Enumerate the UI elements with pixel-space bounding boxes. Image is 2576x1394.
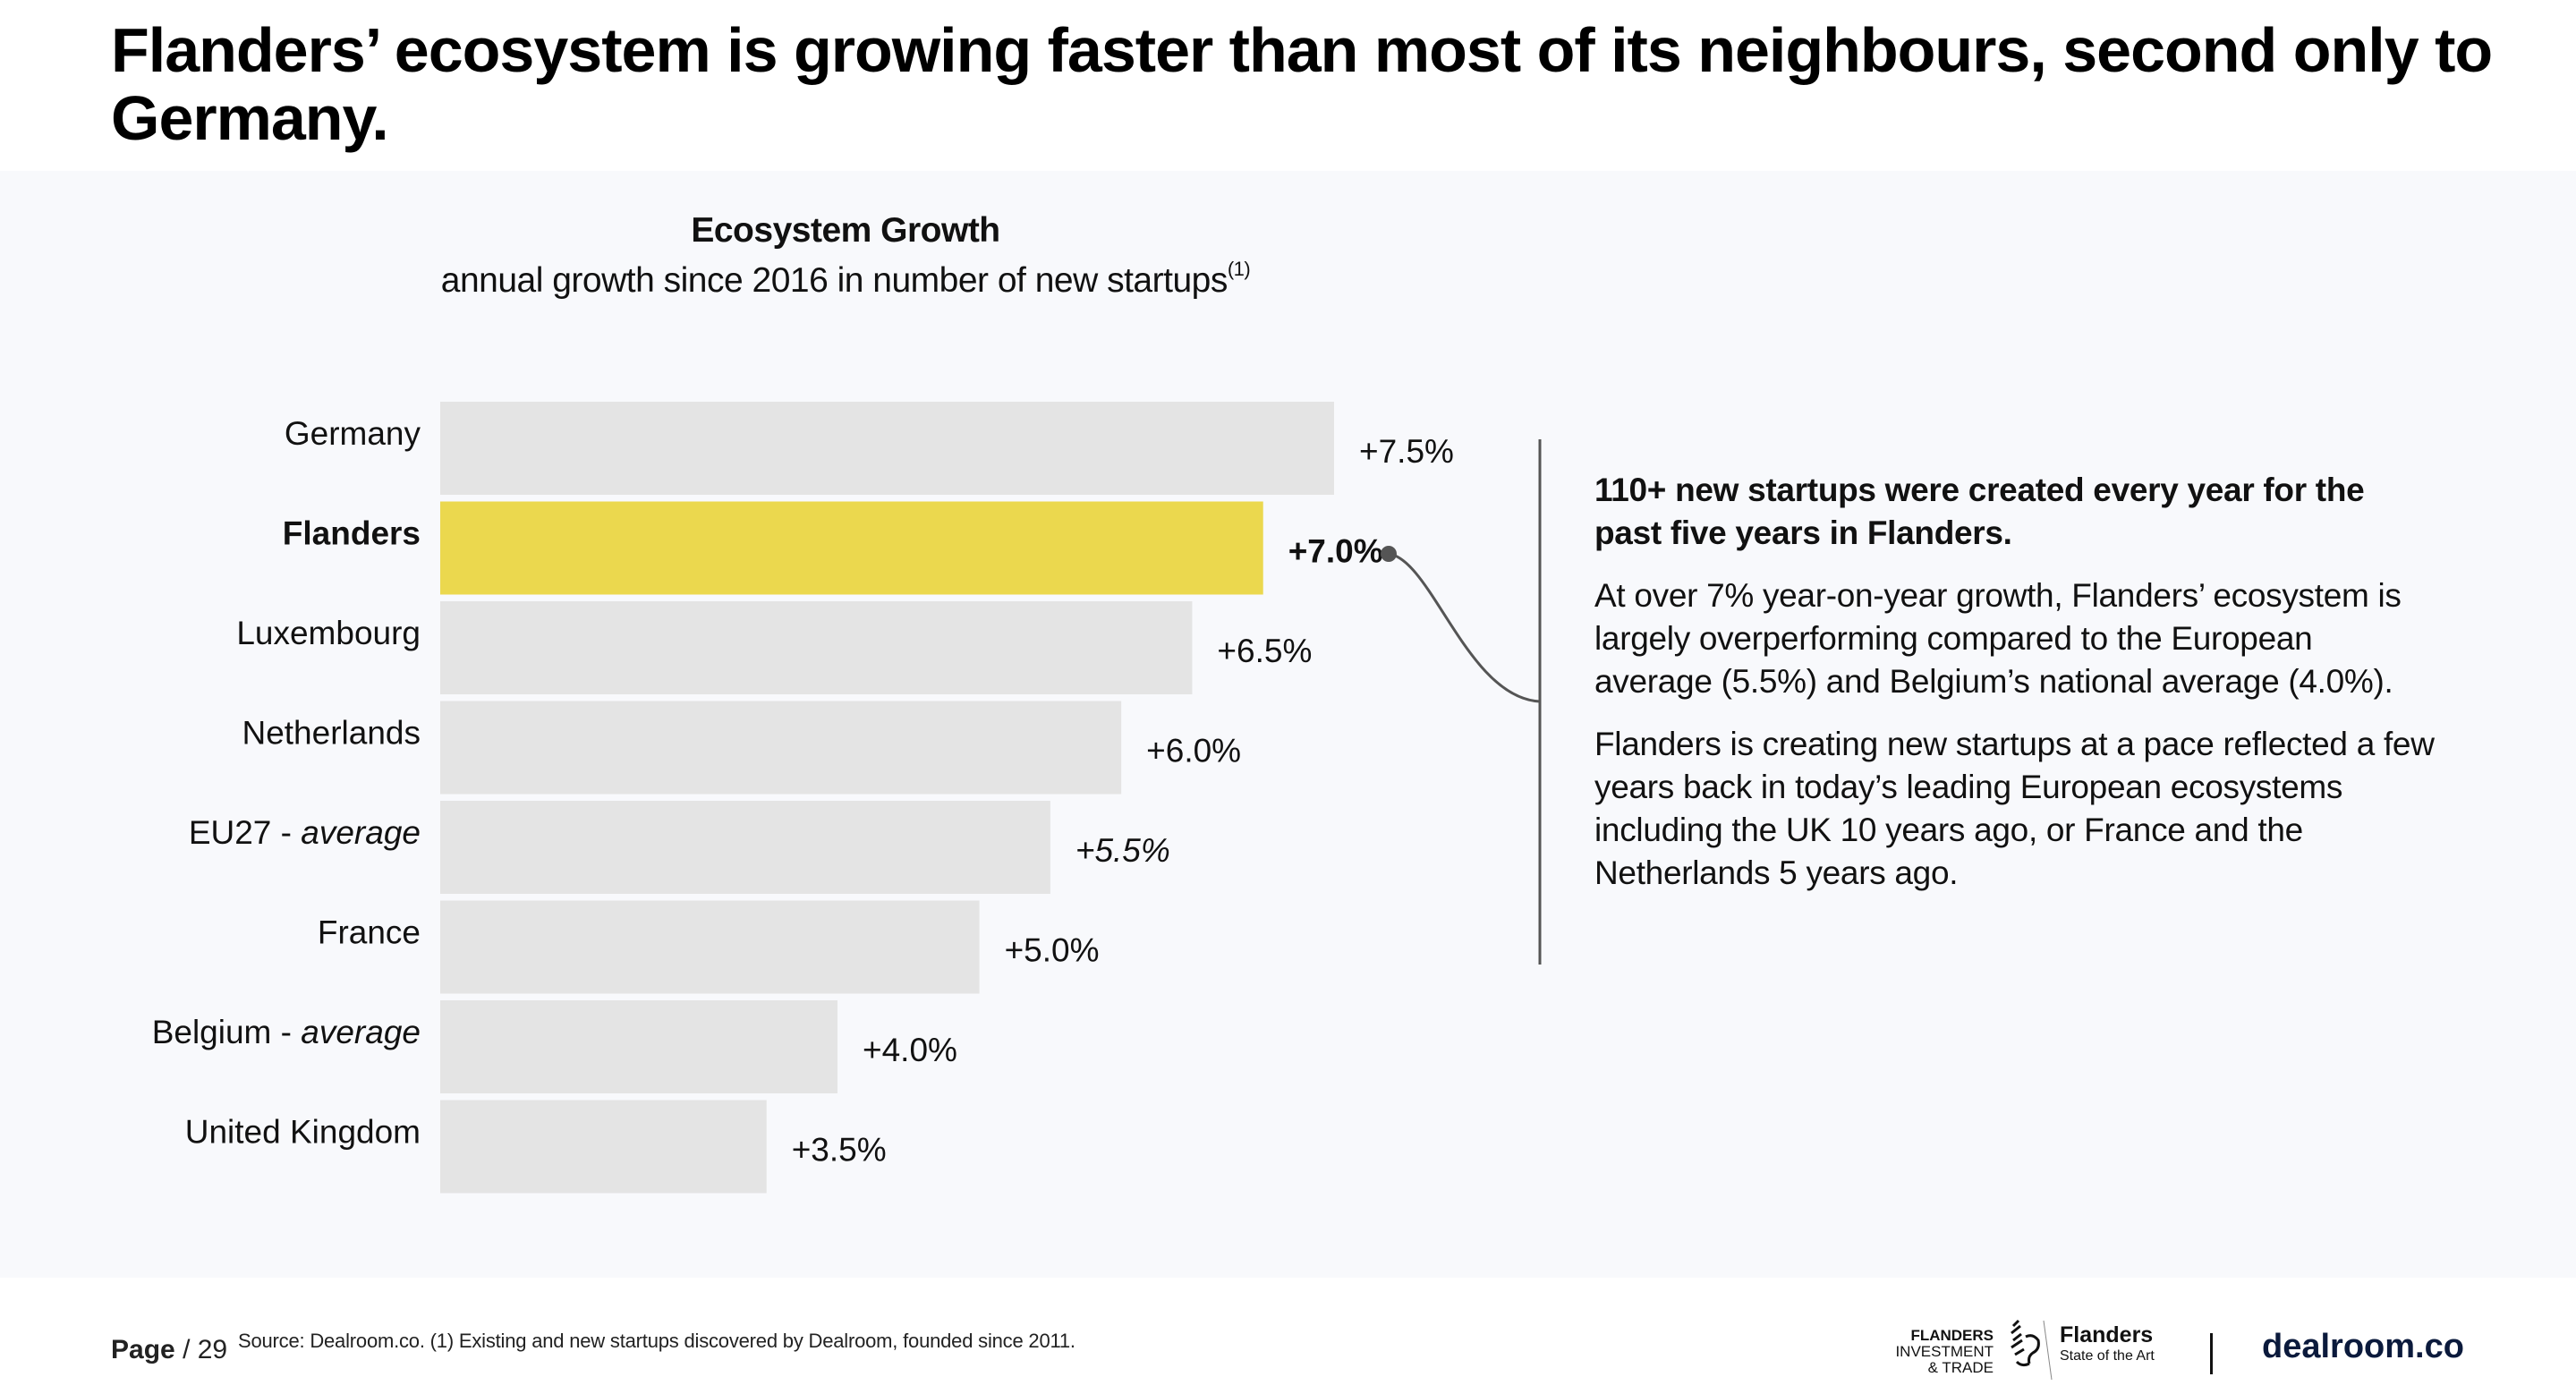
value-label-group: +7.5% +7.0% +6.5% +6.0% +5.5% +5.0% +4.0% +3.5% (792, 433, 1454, 1169)
bar-eu27 (440, 801, 1050, 894)
fit-logo-line1: FLANDERS (1910, 1327, 1994, 1344)
category-label: Belgium - average (152, 1014, 421, 1050)
annotation-paragraph: Flanders is creating new startups at a p… (1594, 726, 2435, 891)
value-label: +7.0% (1288, 533, 1383, 570)
category-label: Luxembourg (236, 615, 421, 651)
bar-flanders (440, 501, 1263, 595)
bar-germany (440, 402, 1334, 495)
fit-logo-line2: INVESTMENT (1895, 1343, 1994, 1360)
chart-title: Ecosystem Growth (691, 211, 1000, 250)
chart-subtitle-text: annual growth since 2016 in number of ne… (440, 261, 1228, 300)
connector-curve (1388, 552, 1541, 703)
source-note: Source: Dealroom.co. (1) Existing and ne… (238, 1330, 1075, 1352)
flanders-lion-icon (2011, 1319, 2053, 1381)
page-number: Page / 29 (111, 1335, 227, 1365)
flanders-investment-trade-logo: FLANDERS INVESTMENT & TRADE (1890, 1328, 1994, 1376)
flanders-state-of-the-art-logo: Flanders State of the Art (2060, 1322, 2155, 1365)
value-label: +7.5% (1359, 433, 1454, 470)
bar-netherlands (440, 701, 1122, 795)
bar-france (440, 900, 980, 994)
value-label: +5.0% (1005, 932, 1100, 969)
category-label: Germany (285, 415, 421, 452)
bar-belgium (440, 1000, 837, 1093)
chart-subtitle-footnote: (1) (1227, 258, 1251, 280)
value-label: +5.5% (1075, 832, 1170, 869)
page-headline: Flanders’ ecosystem is growing faster th… (111, 15, 2493, 153)
bar-group (440, 402, 1334, 1194)
fit-logo-line3: & TRADE (1927, 1359, 1994, 1376)
annotation-lead: 110+ new startups were created every yea… (1594, 472, 2365, 551)
bar-luxembourg (440, 601, 1193, 694)
chart-panel (0, 171, 2576, 1278)
value-label: +4.0% (863, 1032, 957, 1068)
value-label: +3.5% (792, 1132, 887, 1169)
flanders-logo-tagline: State of the Art (2060, 1348, 2155, 1364)
category-label: Netherlands (242, 715, 421, 752)
flanders-logo-name: Flanders (2060, 1322, 2154, 1347)
logo-divider (2210, 1333, 2213, 1374)
value-label: +6.5% (1217, 633, 1312, 669)
page-label: Page (111, 1335, 175, 1364)
dealroom-logo: dealroom.co (2262, 1328, 2464, 1365)
annotation-paragraph: At over 7% year-on-year growth, Flanders… (1594, 577, 2402, 700)
category-label: France (318, 914, 421, 951)
chart-subtitle: annual growth since 2016 in number of ne… (358, 258, 1333, 301)
category-label-group: Germany Flanders Luxembourg Netherlands EU27… (152, 415, 421, 1151)
category-label: United Kingdom (185, 1114, 421, 1151)
annotation-text: 110+ new startups were created every yea… (1594, 469, 2436, 914)
page-total: / 29 (183, 1335, 228, 1364)
value-label: +6.0% (1146, 733, 1241, 769)
annotation-connector (1381, 439, 1542, 965)
category-label: EU27 - average (189, 814, 421, 851)
category-label: Flanders (283, 515, 421, 552)
bar-united-kingdom (440, 1100, 767, 1194)
